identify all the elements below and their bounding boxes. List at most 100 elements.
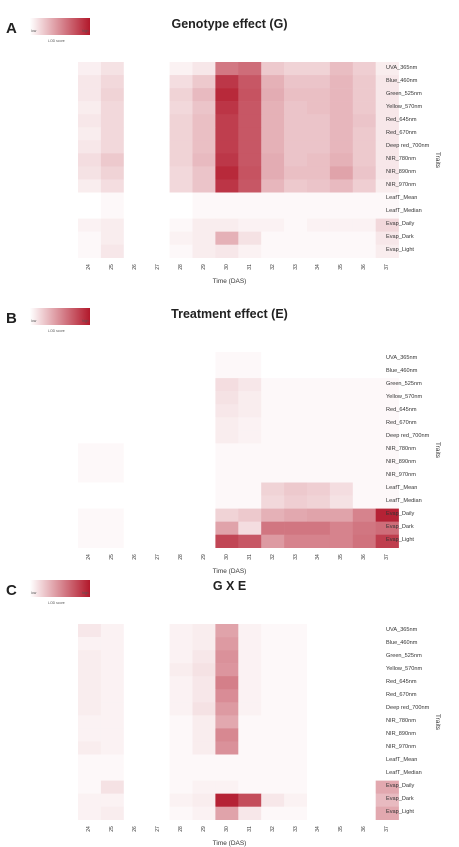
- heatmap-cell: [352, 218, 376, 232]
- heatmap-cell: [192, 624, 216, 638]
- heatmap-cell: [169, 62, 193, 76]
- heatmap-cell: [123, 75, 147, 89]
- heatmap-cell: [169, 404, 193, 418]
- heatmap-cell: [238, 702, 262, 716]
- heatmap-cell: [261, 166, 285, 180]
- trait-label: Deep red_700nm: [386, 704, 430, 711]
- heatmap-cell: [123, 689, 147, 703]
- heatmap-cell: [146, 793, 170, 807]
- heatmap-cell: [78, 127, 102, 141]
- heatmap-cell: [329, 153, 354, 167]
- heatmap-cell: [169, 153, 193, 167]
- heatmap-cell: [375, 352, 399, 366]
- heatmap-cell: [307, 754, 331, 768]
- heatmap-cell: [215, 624, 239, 638]
- heatmap-cell: [78, 114, 102, 128]
- heatmap-cell: [307, 391, 331, 405]
- heatmap-cell: [169, 728, 193, 742]
- heatmap-cell: [375, 218, 399, 232]
- heatmap-cell: [169, 244, 193, 258]
- heatmap-cell: [261, 676, 285, 690]
- heatmap-cell: [329, 754, 354, 768]
- heatmap-cell: [192, 689, 216, 703]
- heatmap-cell: [307, 352, 331, 366]
- trait-label: LeafT_Median: [386, 208, 422, 215]
- heatmap-cell: [169, 192, 193, 206]
- heatmap-cell: [100, 231, 125, 245]
- heatmap-cell: [215, 205, 239, 219]
- heatmap-cell: [100, 495, 125, 509]
- day-tick-label: 28: [178, 553, 185, 560]
- heatmap-cell: [146, 443, 170, 457]
- trait-label: Red_670nm: [386, 419, 417, 426]
- heatmap-cell: [307, 689, 331, 703]
- heatmap-cell: [307, 365, 331, 379]
- heatmap-cell: [192, 101, 216, 115]
- heatmap-cell: [307, 806, 331, 820]
- heatmap-cell: [375, 75, 399, 89]
- heatmap-cell: [192, 443, 216, 457]
- heatmap-cell: [375, 62, 399, 76]
- heatmap-cell: [238, 205, 262, 219]
- heatmap-cell: [192, 114, 216, 128]
- heatmap-cell: [146, 62, 170, 76]
- heatmap-cell: [307, 495, 331, 509]
- heatmap-cell: [215, 140, 239, 154]
- heatmap-cell: [215, 179, 239, 193]
- day-tick-label: 35: [338, 263, 345, 270]
- heatmap-cell: [375, 244, 399, 258]
- heatmap-cell: [352, 534, 376, 548]
- heatmap-cell: [238, 101, 262, 115]
- heatmap-cell: [284, 430, 308, 444]
- heatmap-cell: [215, 391, 239, 405]
- trait-label: Evap_Light: [386, 537, 414, 544]
- heatmap-cell: [146, 352, 170, 366]
- heatmap-cell: [123, 352, 147, 366]
- heatmap-cell: [169, 101, 193, 115]
- trait-label: UVA_365nm: [386, 64, 418, 71]
- heatmap-cell: [169, 780, 193, 794]
- heatmap-cell: [352, 140, 376, 154]
- heatmap-cell: [215, 715, 239, 729]
- heatmap-cell: [78, 663, 102, 677]
- heatmap-cell: [123, 153, 147, 167]
- heatmap-cell: [329, 404, 354, 418]
- heatmap-cell: [238, 391, 262, 405]
- heatmap-cell: [78, 728, 102, 742]
- heatmap-cell: [123, 534, 147, 548]
- heatmap-cell: [307, 166, 331, 180]
- heatmap-cell: [78, 88, 102, 102]
- heatmap-cell: [169, 637, 193, 651]
- heatmap-cell: [329, 114, 354, 128]
- day-tick-label: 31: [246, 825, 253, 832]
- heatmap-cell: [78, 417, 102, 431]
- heatmap-cell: [352, 650, 376, 664]
- heatmap-cell: [284, 166, 308, 180]
- legend-color-bar: [30, 308, 90, 325]
- heatmap-cell: [284, 153, 308, 167]
- heatmap-cell: [375, 231, 399, 245]
- heatmap-cell: [238, 192, 262, 206]
- heatmap-cell: [123, 793, 147, 807]
- heatmap-cell: [375, 482, 399, 496]
- heatmap-cell: [169, 715, 193, 729]
- heatmap-cell: [169, 114, 193, 128]
- heatmap-cell: [352, 166, 376, 180]
- heatmap-cell: [329, 741, 354, 755]
- heatmap-cell: [284, 650, 308, 664]
- heatmap-cell: [352, 378, 376, 392]
- heatmap-cell: [123, 192, 147, 206]
- heatmap-cell: [169, 754, 193, 768]
- heatmap-cell: [352, 495, 376, 509]
- heatmap-cell: [261, 663, 285, 677]
- heatmap-cell: [146, 469, 170, 483]
- heatmap-cell: [78, 75, 102, 89]
- heatmap-cell: [238, 75, 262, 89]
- heatmap-cell: [352, 521, 376, 535]
- heatmap-cell: [100, 754, 125, 768]
- heatmap-cell: [261, 218, 285, 232]
- heatmap-grid: [78, 62, 399, 258]
- heatmap-cell: [146, 404, 170, 418]
- heatmap-cell: [100, 101, 125, 115]
- heatmap-cell: [146, 365, 170, 379]
